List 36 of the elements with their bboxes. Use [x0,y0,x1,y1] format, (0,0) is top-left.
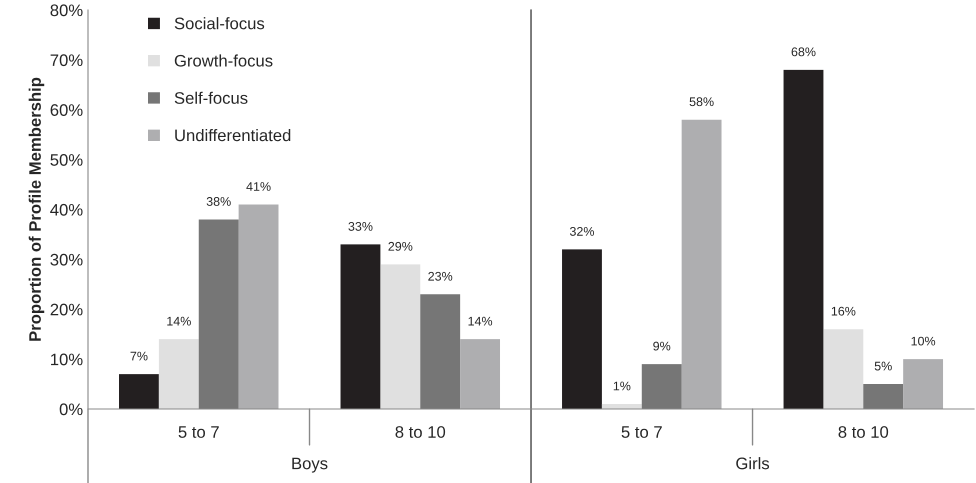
y-tick-label: 0% [60,403,83,416]
text: Boys [292,458,328,473]
data-label: 1% [614,382,630,390]
legend-label: Undifferentiated [175,128,290,142]
data-label: 32% [570,226,594,236]
y-tick-label: 40% [50,204,83,216]
y-tick-label: 50% [50,154,83,166]
y-axis-title: Proportion of Profile Membership [28,78,44,341]
y-tick-label: 20% [50,304,83,316]
y-tick-label: 30% [50,254,83,266]
data-label: 68% [792,47,816,56]
legend-label: Social-focus [174,17,264,30]
y-tick-label: 80% [50,4,83,16]
data-label: 9% [653,342,670,351]
data-label: 5% [874,362,892,370]
data-label: 14% [468,316,492,326]
data-label: 16% [832,306,856,316]
data-label: 41% [246,182,271,191]
x-tick-label: 8 to 10 [396,426,446,438]
data-label: 38% [206,197,231,206]
data-label: 23% [428,272,452,281]
legend-label: Growth-focus [174,54,272,67]
legend-label: Self-focus [174,92,248,104]
data-label: 58% [690,97,714,106]
x-tick-label: 8 to 10 [838,426,888,438]
y-tick-label: 10% [51,354,83,366]
data-label: 7% [130,352,148,360]
data-label: 33% [348,222,373,231]
data-label: 10% [912,336,936,346]
x-tick-label: 5 to 7 [178,426,219,438]
x-tick-label: 5 to 7 [622,426,662,438]
y-tick-label: 70% [50,54,83,66]
text: Girls [736,457,770,470]
data-label: 29% [388,242,412,251]
y-tick-label: 60% [50,104,83,116]
data-label: 14% [167,316,191,326]
